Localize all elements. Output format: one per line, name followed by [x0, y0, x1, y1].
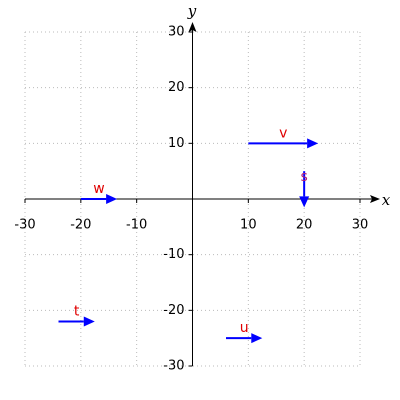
vector-head — [307, 138, 319, 149]
y-tick-label: -20 — [163, 303, 184, 318]
x-axis-label: x — [382, 191, 391, 209]
x-tick-label: -30 — [14, 218, 35, 233]
x-tick-label: 30 — [352, 218, 369, 233]
y-axis-arrow — [188, 22, 197, 32]
y-tick-label: 30 — [168, 25, 185, 40]
vector-label: t — [74, 303, 80, 319]
vector-head — [251, 333, 263, 344]
y-tick-label: -10 — [163, 247, 184, 262]
vector-head — [299, 196, 310, 208]
x-tick-label: -10 — [126, 218, 147, 233]
vector-head — [106, 194, 118, 204]
x-tick-label: 20 — [296, 218, 313, 233]
y-axis-label: y — [187, 2, 197, 20]
vector-label: v — [279, 125, 287, 141]
x-tick-label: 10 — [240, 218, 257, 233]
x-tick-label: -20 — [70, 218, 91, 233]
y-tick-label: -30 — [163, 359, 184, 374]
vector-head — [83, 316, 95, 327]
y-tick-label: 20 — [168, 80, 185, 95]
vector-label: u — [240, 320, 249, 336]
vector-label: w — [93, 181, 104, 197]
y-tick-label: 10 — [168, 136, 185, 151]
x-axis-arrow — [370, 195, 380, 203]
vector-label: s — [301, 169, 308, 185]
